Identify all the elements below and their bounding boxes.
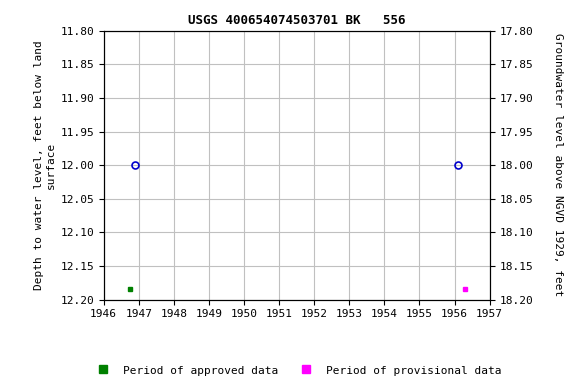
- Y-axis label: Depth to water level, feet below land
surface: Depth to water level, feet below land su…: [35, 40, 56, 290]
- Legend: Period of approved data, Period of provisional data: Period of approved data, Period of provi…: [88, 361, 506, 380]
- Y-axis label: Groundwater level above NGVD 1929, feet: Groundwater level above NGVD 1929, feet: [552, 33, 563, 297]
- Title: USGS 400654074503701 BK   556: USGS 400654074503701 BK 556: [188, 14, 406, 27]
